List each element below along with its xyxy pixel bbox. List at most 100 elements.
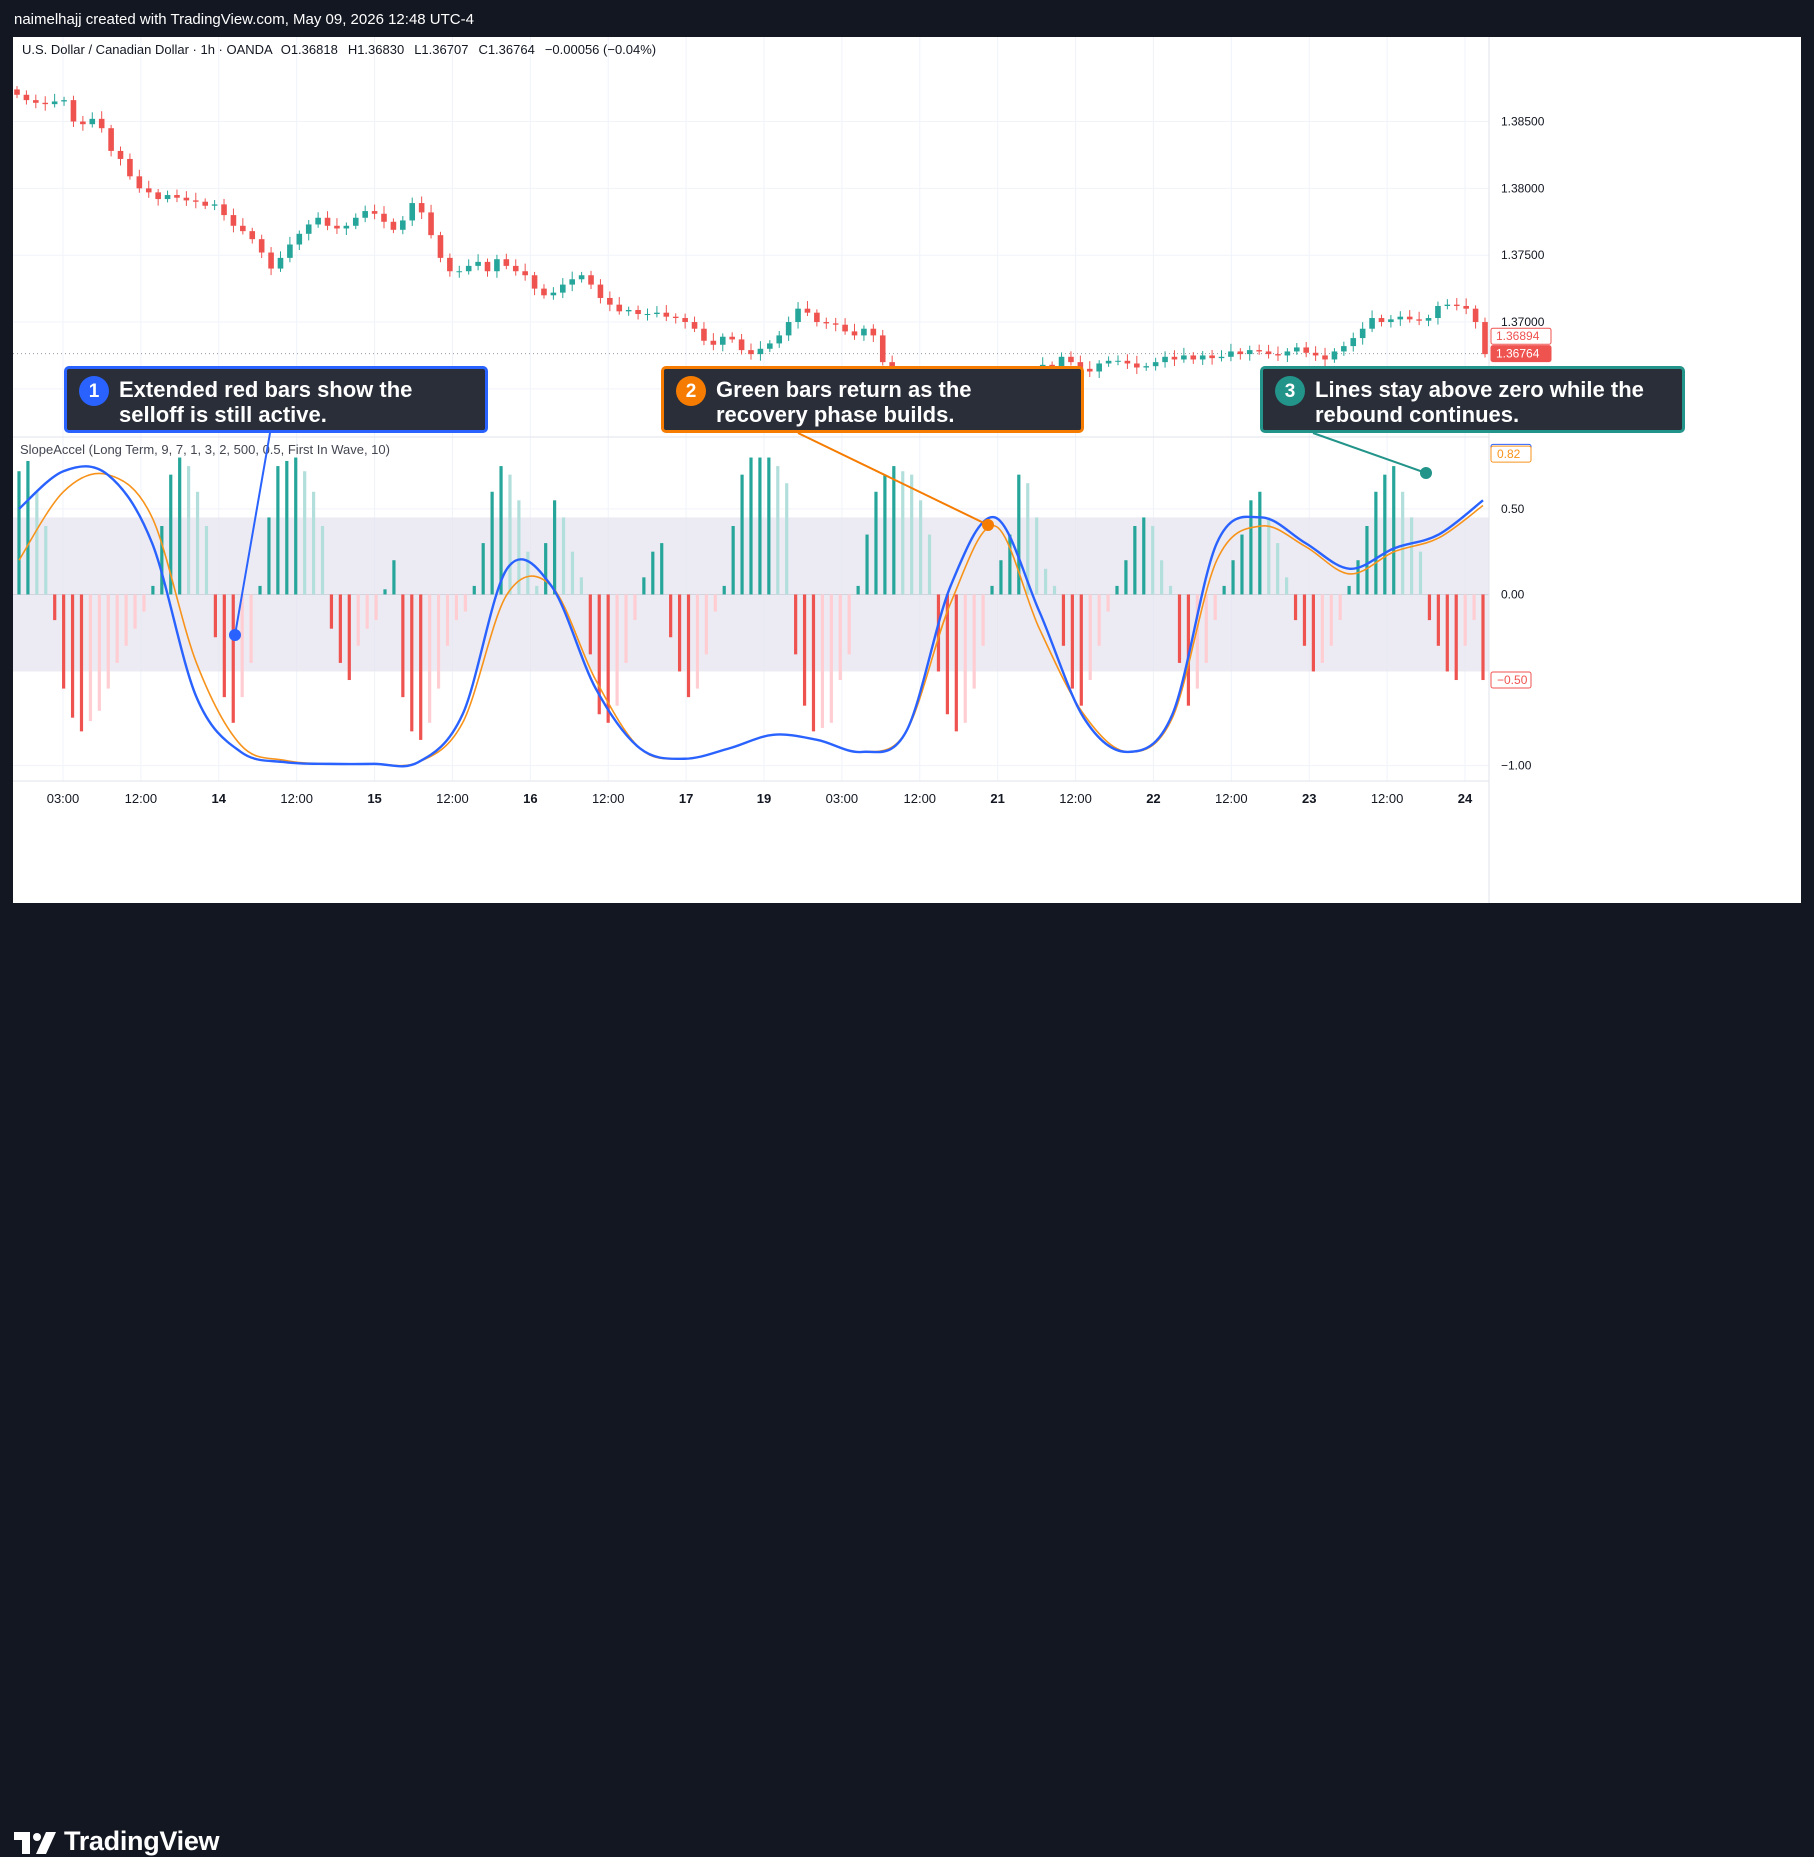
candle-body	[597, 284, 604, 298]
candle-body	[296, 233, 303, 245]
candle-body	[1275, 354, 1281, 356]
histogram-bar	[499, 466, 503, 595]
histogram-bar	[544, 543, 548, 595]
oscillator-badge	[1490, 671, 1532, 689]
candle-body	[1086, 368, 1093, 372]
candle-body	[117, 150, 124, 159]
price-tick-label: 1.37500	[1501, 248, 1545, 262]
candle-body	[409, 203, 416, 221]
histogram-bar	[1195, 594, 1199, 689]
histogram-bar	[883, 474, 887, 595]
histogram-bar	[1052, 585, 1057, 595]
histogram-bar	[1106, 594, 1110, 612]
candle-body	[183, 197, 190, 201]
histogram-bar	[240, 594, 244, 698]
candle-body	[738, 339, 745, 351]
histogram-bar	[70, 594, 75, 718]
callout-1: 1 Extended red bars show the selloff is …	[64, 366, 488, 433]
histogram-bar	[1249, 500, 1253, 595]
candle-body	[164, 195, 171, 200]
candle-body	[258, 239, 265, 253]
candle-body	[1482, 322, 1488, 355]
histogram-bar	[428, 594, 432, 723]
histogram-bar	[267, 517, 271, 595]
candle-body	[1134, 363, 1140, 368]
histogram-bar	[1463, 594, 1467, 646]
histogram-bar	[1267, 517, 1271, 595]
histogram-bar	[160, 525, 164, 595]
histogram-bar	[945, 594, 949, 715]
histogram-bar	[1454, 594, 1458, 681]
candle-body	[607, 297, 613, 305]
candle-body	[1256, 350, 1262, 352]
histogram-bar	[1293, 594, 1298, 621]
oscillator-tick-label: −1.00	[1501, 759, 1532, 773]
histogram-bar	[1026, 483, 1030, 595]
tradingview-wordmark: TradingView	[64, 1826, 220, 1856]
candle-body	[1162, 356, 1168, 363]
histogram-bar	[570, 551, 575, 595]
candle-body	[767, 343, 773, 349]
histogram-bar	[865, 534, 869, 595]
histogram-bar	[1079, 594, 1083, 706]
histogram-bar	[124, 594, 128, 646]
candle-body	[108, 128, 114, 151]
histogram-bar	[713, 594, 717, 612]
histogram-bar	[1383, 474, 1387, 595]
candle-body	[879, 335, 886, 363]
histogram-bar	[142, 594, 146, 612]
histogram-bar	[901, 471, 905, 595]
candle-body	[14, 89, 20, 95]
histogram-bar	[579, 577, 583, 595]
candle-body	[729, 336, 735, 340]
histogram-bar	[62, 594, 66, 689]
chart-area[interactable]: 1.385001.380001.375001.370001.365000.500…	[13, 37, 1801, 903]
tradingview-brand[interactable]: TradingView	[14, 1826, 220, 1857]
histogram-bar	[285, 460, 289, 595]
histogram-bar	[1427, 594, 1432, 621]
histogram-bar	[195, 491, 200, 595]
footer-bar: TradingView	[0, 903, 1814, 1856]
histogram-bar	[561, 517, 566, 595]
candle-body	[381, 213, 387, 222]
candle-body	[1096, 363, 1102, 372]
candle-body	[51, 101, 58, 105]
ohlc-close: C1.36764	[478, 42, 534, 57]
time-tick-label: 15	[367, 791, 381, 806]
price-tick-label: 1.38000	[1501, 181, 1545, 195]
candle-body	[145, 188, 152, 193]
histogram-bar	[320, 525, 325, 595]
candle-body	[832, 323, 839, 325]
histogram-bar	[847, 594, 851, 655]
candle-body	[1105, 360, 1112, 364]
histogram-bar	[88, 594, 93, 722]
callout-1-number: 1	[79, 376, 109, 406]
chart-canvas[interactable]: 1.385001.380001.375001.370001.365000.500…	[13, 37, 1801, 903]
histogram-bar	[463, 594, 467, 612]
header-bar: naimelhajj created with TradingView.com,…	[0, 0, 1814, 37]
callout-3-marker	[1420, 467, 1432, 479]
candle-body	[315, 217, 321, 225]
histogram-bar	[820, 594, 825, 728]
histogram-bar	[1177, 594, 1182, 663]
candle-body	[268, 252, 274, 269]
callout-3-text: Lines stay above zero while the rebound …	[1315, 377, 1644, 427]
candle-body	[400, 220, 406, 230]
price-badge-label: 1.36764	[1496, 347, 1540, 361]
candle-body	[541, 288, 547, 296]
time-tick-label: 16	[523, 791, 537, 806]
candle-body	[1209, 355, 1215, 359]
candle-body	[748, 350, 754, 355]
candle-body	[1322, 355, 1328, 360]
candle-body	[1435, 305, 1441, 319]
histogram-bar	[392, 560, 396, 595]
candle-body	[80, 121, 86, 125]
candle-body	[428, 212, 434, 236]
candle-body	[127, 158, 133, 177]
candle-body	[98, 118, 105, 129]
candle-body	[682, 318, 688, 323]
histogram-bar	[231, 594, 235, 723]
candle-body	[33, 100, 39, 103]
candle-body	[644, 314, 651, 316]
time-tick-label: 17	[679, 791, 693, 806]
